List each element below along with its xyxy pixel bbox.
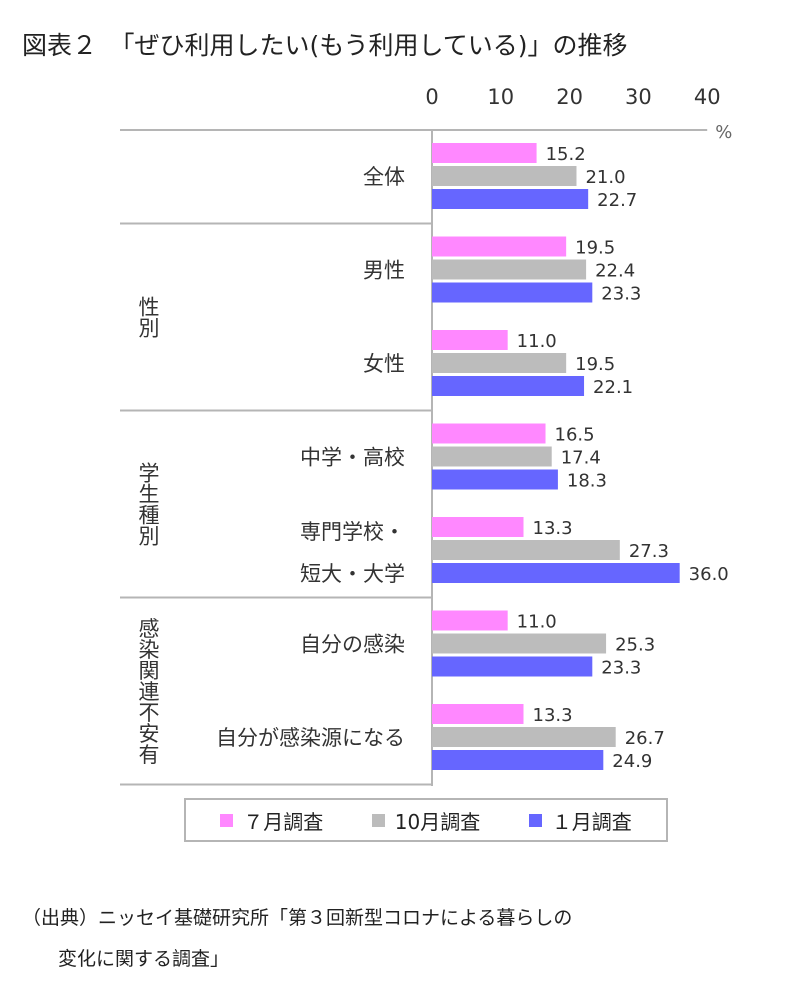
group-label: 感染関連不安有 xyxy=(136,618,160,765)
data-label: 23.3 xyxy=(601,284,641,305)
data-label: 36.0 xyxy=(689,564,729,585)
legend-swatch-jan xyxy=(528,813,542,827)
x-tick-label: 10 xyxy=(487,85,514,109)
data-label: 19.5 xyxy=(575,354,615,375)
bar-jul xyxy=(432,236,567,257)
legend-label-jan: １月調査 xyxy=(551,809,632,834)
bar-jul xyxy=(432,704,524,724)
data-label: 11.0 xyxy=(517,331,557,352)
source-note-line1: （出典）ニッセイ基礎研究所「第３回新型コロナによる暮らしの xyxy=(22,907,573,929)
data-label: 23.3 xyxy=(601,658,641,679)
legend-item-jan: １月調査 xyxy=(528,806,632,835)
data-label: 17.4 xyxy=(561,448,601,469)
bar-jul xyxy=(432,143,537,163)
data-label: 21.0 xyxy=(585,167,625,188)
bar-oct xyxy=(432,166,577,186)
bar-jul xyxy=(432,423,546,444)
bar-jan xyxy=(432,469,558,490)
bar-jan xyxy=(432,750,604,770)
data-label: 13.3 xyxy=(533,518,573,539)
bar-jan xyxy=(432,282,593,303)
category-label: 専門学校・ xyxy=(300,520,405,544)
data-label: 18.3 xyxy=(567,471,607,492)
legend-label-oct: 10月調査 xyxy=(394,809,481,834)
category-label: 中学・高校 xyxy=(300,446,405,470)
chart-title: 図表２ 「ぜひ利用したい(もう利用している)」の推移 xyxy=(22,31,628,60)
bar-jan xyxy=(432,376,585,396)
bar-oct xyxy=(432,633,607,654)
legend: ７月調査 10月調査 １月調査 xyxy=(184,798,668,842)
data-label: 26.7 xyxy=(625,728,665,749)
bar-oct xyxy=(432,727,616,747)
data-label: 22.7 xyxy=(597,190,637,211)
group-label: 学生種別 xyxy=(136,462,160,546)
bar-jan xyxy=(432,656,593,677)
bar-oct xyxy=(432,353,567,373)
data-label: 27.3 xyxy=(629,541,669,562)
data-label: 22.1 xyxy=(593,377,633,398)
bar-oct xyxy=(432,446,552,467)
x-tick-label: 30 xyxy=(625,85,652,109)
legend-swatch-jul xyxy=(220,813,234,827)
x-axis-unit: % xyxy=(715,122,732,143)
legend-item-jul: ７月調査 xyxy=(220,806,323,835)
data-label: 19.5 xyxy=(575,238,615,259)
data-label: 13.3 xyxy=(533,705,573,726)
category-label: 短大・大学 xyxy=(300,562,405,586)
category-label: 自分の感染 xyxy=(300,633,405,657)
category-label: 全体 xyxy=(363,165,405,189)
bar-jul xyxy=(432,517,524,537)
legend-item-oct: 10月調査 xyxy=(371,806,481,835)
category-label: 男性 xyxy=(363,259,405,283)
data-label: 15.2 xyxy=(546,144,586,165)
data-label: 11.0 xyxy=(517,612,557,633)
group-label: 性別 xyxy=(136,296,160,338)
x-tick-label: 0 xyxy=(425,85,438,109)
data-label: 25.3 xyxy=(615,635,655,656)
data-label: 22.4 xyxy=(595,261,635,282)
bar-oct xyxy=(432,540,620,560)
bar-oct xyxy=(432,259,587,280)
x-tick-label: 40 xyxy=(694,85,721,109)
bar-jan xyxy=(432,189,589,209)
category-label: 自分が感染源になる xyxy=(216,726,405,750)
data-label: 24.9 xyxy=(612,751,652,772)
legend-swatch-oct xyxy=(371,813,385,827)
category-label: 女性 xyxy=(363,352,405,376)
data-label: 16.5 xyxy=(555,425,595,446)
legend-label-jul: ７月調査 xyxy=(243,809,324,834)
source-note-line2: 変化に関する調査」 xyxy=(58,948,230,970)
x-tick-label: 20 xyxy=(556,85,583,109)
bar-jul xyxy=(432,330,508,350)
bar-jul xyxy=(432,610,508,631)
bar-jan xyxy=(432,563,680,583)
